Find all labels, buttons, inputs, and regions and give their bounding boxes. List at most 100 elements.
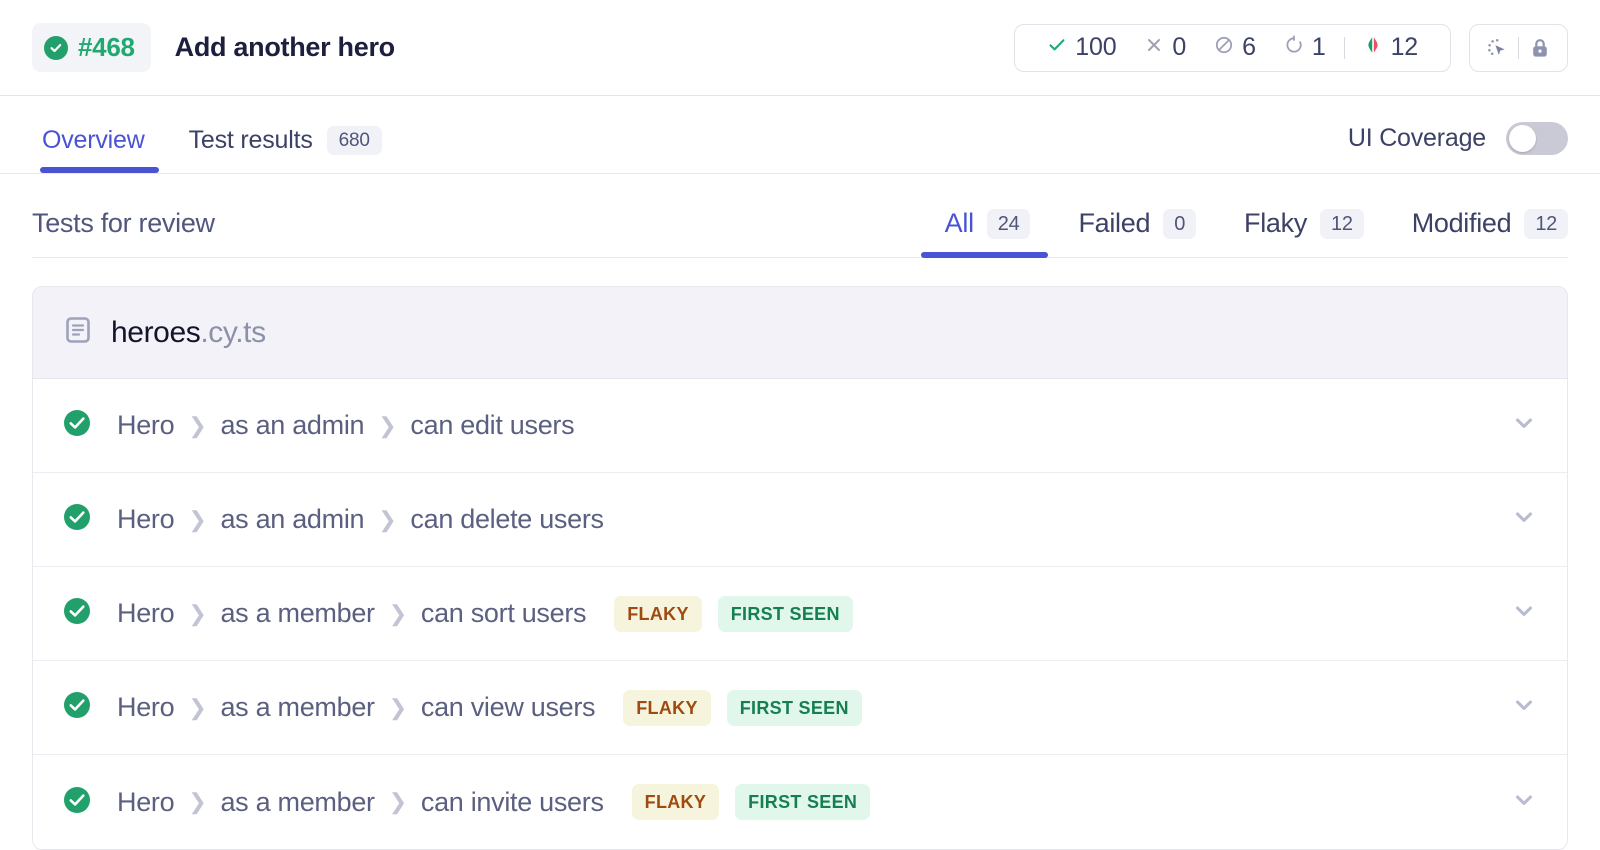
filter-all[interactable]: All 24 <box>920 208 1055 258</box>
table-row[interactable]: Hero ❯ as a member ❯ can view users FLAK… <box>33 661 1567 755</box>
chevron-right-icon: ❯ <box>188 600 207 626</box>
tab-overview[interactable]: Overview <box>32 126 167 173</box>
chevron-down-icon[interactable] <box>1511 598 1537 629</box>
status-passed-icon <box>63 786 91 819</box>
chevron-down-icon[interactable] <box>1511 504 1537 535</box>
test-tags: FLAKY FIRST SEEN <box>614 595 853 632</box>
breadcrumb-part: as a member <box>220 692 375 722</box>
run-stats: 100 0 6 <box>1014 23 1451 72</box>
tab-test-results-label: Test results <box>188 126 313 154</box>
status-passed-icon <box>63 503 91 536</box>
run-title: Add another hero <box>174 32 396 62</box>
filter-flaky[interactable]: Flaky 12 <box>1220 208 1388 257</box>
breadcrumb-part: Hero <box>117 786 175 817</box>
test-tags: FLAKY FIRST SEEN <box>631 784 871 820</box>
review-title: Tests for review <box>32 208 215 238</box>
chevron-right-icon: ❯ <box>388 600 407 626</box>
filter-flaky-count: 12 <box>1320 208 1364 239</box>
cross-icon <box>1144 35 1164 60</box>
test-tags: FLAKY FIRST SEEN <box>623 689 862 726</box>
chevron-right-icon: ❯ <box>388 694 407 720</box>
test-title-breadcrumb: Hero ❯ as a member ❯ can sort users <box>117 598 587 629</box>
table-row[interactable]: Hero ❯ as a member ❯ can sort users FLAK… <box>33 567 1567 661</box>
status-badge-first-seen: FIRST SEEN <box>726 689 862 726</box>
run-number-label: #468 <box>78 32 135 62</box>
chevron-right-icon: ❯ <box>188 412 207 438</box>
tests-for-review-section: Tests for review All 24 Failed 0 Flaky 1… <box>0 174 1600 850</box>
stat-failed-value: 0 <box>1172 33 1187 61</box>
spec-card: heroes.cy.ts Hero ❯ as an admin ❯ can ed… <box>32 286 1568 850</box>
status-badge-first-seen: FIRST SEEN <box>735 784 871 820</box>
breadcrumb-part: can invite users <box>420 786 604 817</box>
action-divider <box>1518 36 1519 59</box>
chevron-down-icon[interactable] <box>1511 787 1537 818</box>
chevron-right-icon: ❯ <box>388 789 407 814</box>
stat-skipped[interactable]: 6 <box>1200 33 1270 62</box>
stat-pending[interactable]: 1 <box>1270 33 1340 62</box>
breadcrumb-part: Hero <box>117 598 175 628</box>
filter-modified-count: 12 <box>1524 208 1568 239</box>
tab-overview-label: Overview <box>42 126 145 154</box>
file-text-icon <box>63 315 93 350</box>
breadcrumb-part: as an admin <box>220 504 365 534</box>
review-header: Tests for review All 24 Failed 0 Flaky 1… <box>32 174 1568 258</box>
status-passed-icon <box>63 409 91 442</box>
spec-name: heroes.cy.ts <box>111 316 266 350</box>
filter-failed-label: Failed <box>1078 208 1151 238</box>
breadcrumb-part: Hero <box>117 692 175 722</box>
chevron-right-icon: ❯ <box>378 412 397 438</box>
table-row[interactable]: Hero ❯ as an admin ❯ can delete users <box>33 473 1567 567</box>
pending-icon <box>1284 35 1304 60</box>
lock-icon[interactable] <box>1519 26 1561 70</box>
filter-all-label: All <box>944 208 974 238</box>
click-cursor-icon[interactable] <box>1476 26 1518 70</box>
review-filters: All 24 Failed 0 Flaky 12 Modified 12 <box>920 208 1568 258</box>
stat-passed-value: 100 <box>1075 33 1117 61</box>
test-title-breadcrumb: Hero ❯ as a member ❯ can view users <box>117 692 596 723</box>
filter-modified[interactable]: Modified 12 <box>1388 208 1568 257</box>
breadcrumb-part: as an admin <box>220 410 365 440</box>
filter-failed[interactable]: Failed 0 <box>1054 208 1220 257</box>
stat-skipped-value: 6 <box>1242 33 1256 61</box>
chevron-down-icon[interactable] <box>1511 410 1537 441</box>
app-header: #468 Add another hero 100 0 <box>0 0 1600 96</box>
breadcrumb-part: can view users <box>420 692 596 722</box>
breadcrumb-part: Hero <box>117 504 175 534</box>
tab-test-results-count: 680 <box>326 126 382 155</box>
spec-header[interactable]: heroes.cy.ts <box>33 287 1567 379</box>
check-circle-icon <box>44 35 68 60</box>
ui-coverage-toggle[interactable] <box>1506 122 1568 155</box>
table-row[interactable]: Hero ❯ as an admin ❯ can edit users <box>33 379 1567 473</box>
ui-coverage-control: UI Coverage <box>1348 122 1568 173</box>
breadcrumb-part: as a member <box>220 598 375 628</box>
spec-name-base: heroes <box>111 315 201 349</box>
status-passed-icon <box>63 691 91 724</box>
run-number-badge[interactable]: #468 <box>32 23 151 72</box>
breadcrumb-part: can delete users <box>410 504 604 534</box>
stat-passed[interactable]: 100 <box>1033 33 1130 62</box>
stat-flaky[interactable]: 12 <box>1349 33 1432 62</box>
status-badge-flaky: FLAKY <box>623 689 711 726</box>
skipped-icon <box>1214 35 1234 60</box>
header-action-group <box>1469 23 1568 72</box>
stat-failed[interactable]: 0 <box>1130 33 1200 62</box>
chevron-right-icon: ❯ <box>188 789 207 814</box>
chevron-down-icon[interactable] <box>1511 692 1537 723</box>
status-badge-flaky: FLAKY <box>614 595 702 632</box>
ui-coverage-label: UI Coverage <box>1347 124 1486 152</box>
main-tabs: Overview Test results 680 <box>32 126 404 173</box>
filter-all-count: 24 <box>986 208 1031 239</box>
breadcrumb-part: as a member <box>220 786 375 817</box>
tab-test-results[interactable]: Test results 680 <box>167 126 404 173</box>
toggle-knob <box>1509 125 1536 152</box>
breadcrumb-part: can edit users <box>410 410 575 440</box>
chevron-right-icon: ❯ <box>378 506 397 532</box>
status-badge-flaky: FLAKY <box>631 784 720 820</box>
spec-name-ext: .cy.ts <box>200 315 266 349</box>
main-tabbar: Overview Test results 680 UI Coverage <box>0 96 1600 174</box>
table-row[interactable]: Hero ❯ as a member ❯ can invite users FL… <box>33 755 1567 849</box>
flaky-icon <box>1363 35 1383 60</box>
status-passed-icon <box>63 597 91 630</box>
chevron-right-icon: ❯ <box>188 694 207 720</box>
status-badge-first-seen: FIRST SEEN <box>717 595 853 632</box>
